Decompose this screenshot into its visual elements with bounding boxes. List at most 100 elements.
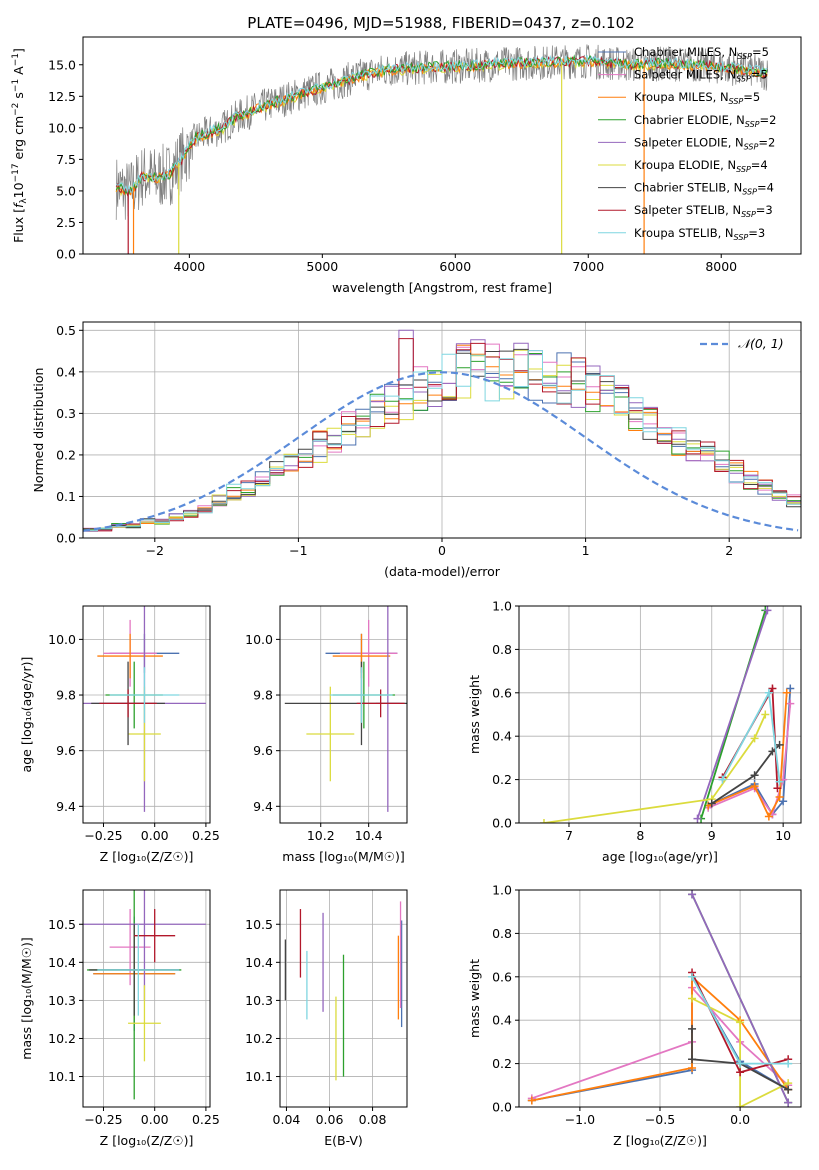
y-tick-label: 10.2 xyxy=(48,1031,76,1046)
x-tick-label: −0.25 xyxy=(84,828,122,843)
x-tick-label: 0.0 xyxy=(730,1112,750,1127)
weight-marker-chabrier_stelib xyxy=(688,1024,697,1033)
x-tick-label: 0.25 xyxy=(192,1112,220,1127)
legend-text: Kroupa STELIB, N xyxy=(634,226,734,240)
y-tick-label: 10.4 xyxy=(48,955,76,970)
weight-marker-kroupa_elodie xyxy=(539,819,548,823)
weight-marker-salpeter_elodie xyxy=(688,890,697,899)
panel-weight_vs_age: 7 8 9 10 0.0 0.2 0.4 0.6 0.8 1.0 age [log₁₀(age/yr… xyxy=(467,599,802,864)
y-axis-label-part: erg cm xyxy=(11,116,26,164)
y-tick-label: 0.4 xyxy=(492,729,512,744)
legend-suffix: =3 xyxy=(756,203,773,217)
weight-marker-kroupa_miles xyxy=(764,812,773,821)
y-tick-label: 2.5 xyxy=(56,215,76,230)
legend-text: Salpeter STELIB, N xyxy=(634,203,741,217)
x-tick-label: 5000 xyxy=(306,259,338,274)
y-tick-label: 0.2 xyxy=(56,447,76,462)
x-tick-label: 0.00 xyxy=(141,1112,169,1127)
y-tick-label: 0.3 xyxy=(56,406,76,421)
weight-marker-chabrier_miles xyxy=(779,797,788,806)
weight-marker-kroupa_elodie xyxy=(688,994,697,1003)
y-tick-label: 0.6 xyxy=(492,685,512,700)
x-tick-label: −0.25 xyxy=(84,1112,122,1127)
weight-marker-salpeter_stelib xyxy=(773,784,782,793)
y-tick-label: 10.0 xyxy=(245,632,273,647)
x-tick-label: 0.06 xyxy=(316,1112,344,1127)
weight-marker-kroupa_stelib xyxy=(718,775,727,784)
weight-line-salpeter_elodie xyxy=(691,893,790,1104)
weight-marker-chabrier_stelib xyxy=(784,1085,793,1094)
y-tick-label: 10.1 xyxy=(245,1069,273,1084)
y-tick-label: 9.8 xyxy=(253,688,273,703)
weight-line-kroupa_stelib xyxy=(721,689,781,782)
weight-marker-salpeter_stelib xyxy=(768,684,777,693)
legend-text: Chabrier ELODIE, N xyxy=(634,113,745,127)
x-tick-label: 9 xyxy=(708,828,716,843)
weight-marker-kroupa_elodie xyxy=(736,1103,745,1107)
x-axis-label: Z [log₁₀(Z/Z☉)] xyxy=(613,1133,707,1148)
plot-area xyxy=(284,606,407,812)
y-tick-label: 0.2 xyxy=(492,772,512,787)
y-tick-label: 7.5 xyxy=(56,152,76,167)
weight-marker-kroupa_elodie xyxy=(750,734,759,743)
y-tick-label: 15.0 xyxy=(48,57,76,72)
y-axis-label-part: s xyxy=(11,92,26,103)
normal-legend-label: 𝒩(0, 1) xyxy=(738,336,784,351)
legend-label: Kroupa MILES, NSSP=5 xyxy=(634,90,760,106)
plot-area xyxy=(284,901,403,1081)
x-tick-label: −0.5 xyxy=(645,1112,675,1127)
histogram-chabrier_stelib xyxy=(83,348,801,530)
weight-marker-kroupa_miles xyxy=(775,792,784,801)
panel-spectrum: 4000 5000 6000 7000 8000 0.0 2.5 5.0 7.5 10.0 12.5… xyxy=(11,36,802,295)
y-axis-label: mass weight xyxy=(467,959,482,1038)
legend-text: Salpeter MILES, N xyxy=(634,68,736,82)
legend-label: Chabrier MILES, NSSP=5 xyxy=(634,45,769,61)
weight-marker-kroupa_stelib xyxy=(784,1059,793,1068)
x-axis-label: mass [log₁₀(M/M☉)] xyxy=(282,849,404,864)
legend-sub: SSP xyxy=(734,233,749,242)
weight-marker-chabrier_stelib xyxy=(775,740,784,749)
axes-frame xyxy=(279,889,408,1108)
model-spectrum-chabrier_elodie xyxy=(115,54,768,196)
legend-suffix: =4 xyxy=(751,158,768,172)
y-tick-label: 0.8 xyxy=(492,926,512,941)
legend-text: Kroupa ELODIE, N xyxy=(634,158,736,172)
x-tick-label: 10.2 xyxy=(307,828,335,843)
x-axis-label: (data-model)/error xyxy=(384,564,501,579)
y-axis-label: mass weight xyxy=(467,675,482,754)
x-tick-label: 8000 xyxy=(705,259,737,274)
plot-area xyxy=(83,329,801,532)
x-tick-label: 7000 xyxy=(572,259,604,274)
y-tick-label: 0.6 xyxy=(492,969,512,984)
y-tick-label: 10.5 xyxy=(245,917,273,932)
legend-text: Kroupa MILES, N xyxy=(634,90,729,104)
spectrum-legend: Chabrier MILES, NSSP=5 Salpeter MILES, N S… xyxy=(598,45,776,242)
x-tick-label: 1 xyxy=(582,543,590,558)
y-tick-label: 0.0 xyxy=(492,816,512,831)
y-tick-label: 10.2 xyxy=(245,1031,273,1046)
y-tick-label: 1.0 xyxy=(492,599,512,614)
legend-suffix: =2 xyxy=(758,135,775,149)
weight-marker-salpeter_elodie xyxy=(693,814,702,823)
weight-marker-chabrier_stelib xyxy=(707,799,716,808)
x-tick-label: 10.4 xyxy=(355,828,383,843)
y-tick-label: 0.8 xyxy=(492,642,512,657)
y-tick-label: 9.4 xyxy=(56,799,76,814)
weight-marker-kroupa_miles xyxy=(688,1063,697,1072)
model-spectrum-kroupa_stelib xyxy=(115,54,768,194)
weight-marker-kroupa_miles xyxy=(527,1096,536,1105)
histogram-kroupa_stelib xyxy=(83,350,801,532)
weight-marker-chabrier_miles xyxy=(786,684,795,693)
x-tick-label: 6000 xyxy=(439,259,471,274)
x-axis-label: Z [log₁₀(Z/Z☉)] xyxy=(100,849,194,864)
legend-sub: SSP xyxy=(729,97,744,106)
weight-marker-salpeter_miles xyxy=(786,699,795,708)
weight-marker-salpeter_elodie xyxy=(763,606,772,615)
y-axis-label-part: f xyxy=(11,202,26,208)
y-axis-label: age [log₁₀(age/yr)] xyxy=(19,657,34,773)
panel-age_vs_mass: 10.2 10.4 9.4 9.6 9.8 10.0 mass [log₁₀(M/M☉)] xyxy=(245,605,408,864)
weight-line-chabrier_stelib xyxy=(691,1028,789,1091)
y-axis-label-part: 10 xyxy=(11,182,26,198)
weight-marker-kroupa_elodie xyxy=(736,1018,745,1027)
histogram-chabrier_miles xyxy=(83,350,801,532)
